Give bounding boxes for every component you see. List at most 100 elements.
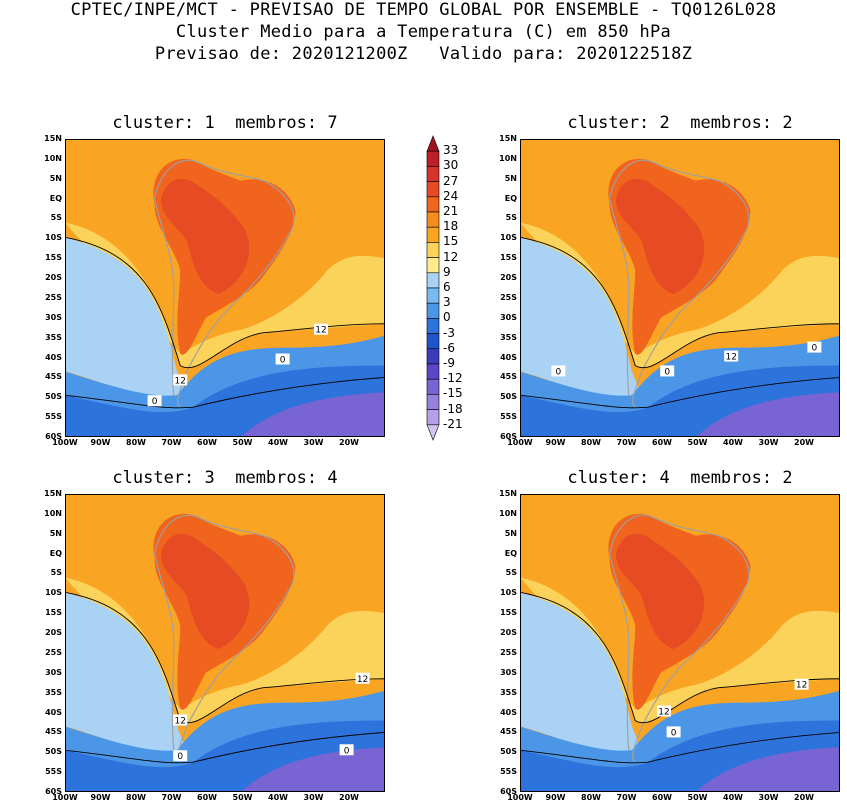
contour-label: 12 <box>658 708 669 718</box>
lat-tick-label: 55S <box>500 767 517 777</box>
lat-tick-label: 20S <box>500 628 517 638</box>
field-land-hotter <box>616 178 705 294</box>
lon-tick-label: 70W <box>616 793 637 802</box>
coastline <box>155 160 294 407</box>
map-frame <box>65 139 385 437</box>
lat-tick-label: 60S <box>45 432 62 441</box>
lon-tick-label: 70W <box>161 793 182 802</box>
colorbar-swatch <box>426 272 440 289</box>
lon-tick-label: 70W <box>161 438 182 447</box>
lat-tick-label: 60S <box>500 432 517 441</box>
figure-title: CPTEC/INPE/MCT - PREVISAO DE TEMPO GLOBA… <box>70 0 777 20</box>
figure-subtitle: Cluster Medio para a Temperatura (C) em … <box>175 22 672 42</box>
lat-tick-label: 50S <box>500 392 517 402</box>
lat-tick-label: 5N <box>49 173 62 183</box>
contour-label-bg <box>173 714 188 726</box>
field-cool <box>520 237 642 399</box>
panel-title-1: cluster: 1 membros: 7 <box>112 113 338 133</box>
lat-tick-label: 5S <box>50 213 62 223</box>
lat-tick-label: 15S <box>500 253 517 263</box>
colorbar-level-label: -15 <box>443 386 463 401</box>
contour-line <box>520 732 840 762</box>
map-frame <box>520 139 840 437</box>
colorbar-level-label: 0 <box>443 310 451 325</box>
lon-tick-label: 40W <box>268 793 288 802</box>
lat-tick-label: 10N <box>44 508 62 518</box>
contour-label: 12 <box>174 376 185 386</box>
contour-line <box>520 237 840 367</box>
lon-tick-label: 100W <box>52 793 78 802</box>
lon-tick-label: 60W <box>197 793 217 802</box>
colorbar-swatch <box>426 378 440 395</box>
lat-tick-label: 5S <box>505 213 517 223</box>
lon-tick-label: 90W <box>90 793 111 802</box>
lat-tick-label: EQ <box>504 193 517 203</box>
contour-label: 12 <box>357 675 368 685</box>
contour-label-bg <box>657 705 671 717</box>
lat-tick-label: 20S <box>45 628 62 638</box>
lat-tick-label: 5N <box>504 528 517 538</box>
lat-tick-label: 45S <box>500 372 517 382</box>
contour-label: 0 <box>556 367 562 377</box>
contour-label: 12 <box>174 716 185 726</box>
lon-tick-label: 100W <box>52 438 78 447</box>
lon-tick-label: 30W <box>758 438 779 447</box>
lon-tick-label: 100W <box>507 438 533 447</box>
contour-label-bg <box>339 744 354 756</box>
panel-title-3: cluster: 3 membros: 4 <box>112 468 338 488</box>
lat-tick-label: 5N <box>49 528 62 538</box>
colorbar-swatch <box>426 424 440 441</box>
coastline <box>155 515 294 762</box>
colorbar-level-label: -9 <box>443 356 455 370</box>
contour-line <box>65 592 385 722</box>
contour-label: 0 <box>671 728 677 738</box>
lat-tick-label: 10S <box>500 233 517 243</box>
colorbar-level-label: 15 <box>443 234 459 249</box>
lat-tick-label: 10N <box>499 508 517 518</box>
field-cool <box>65 237 187 399</box>
lat-tick-label: 15N <box>499 489 517 498</box>
lat-tick-label: 10S <box>500 588 517 598</box>
lon-tick-label: 60W <box>197 438 217 447</box>
colorbar-level-label: 30 <box>443 158 459 173</box>
lon-tick-label: 40W <box>268 438 288 447</box>
colorbar-swatch <box>426 211 440 228</box>
contour-line <box>520 592 840 722</box>
lat-tick-label: 5S <box>505 568 517 578</box>
field-coldest <box>241 392 385 437</box>
lon-tick-label: 50W <box>232 793 253 802</box>
colorbar-swatch <box>426 409 440 426</box>
lon-tick-label: 70W <box>616 438 637 447</box>
contour-label: 0 <box>280 356 286 366</box>
lat-tick-label: 15N <box>44 134 62 143</box>
lon-tick-label: 50W <box>687 438 708 447</box>
lat-tick-label: 15S <box>45 253 62 263</box>
colorbar-level-label: 12 <box>443 249 459 264</box>
colorbar-level-label: -18 <box>443 401 463 416</box>
colorbar-swatch <box>426 287 440 304</box>
map-frame <box>520 494 840 792</box>
lon-tick-label: 40W <box>723 438 743 447</box>
lat-tick-label: 30S <box>500 667 517 677</box>
lat-tick-label: 35S <box>500 687 517 697</box>
colorbar-level-label: 9 <box>443 264 451 279</box>
field-coldest <box>241 747 385 792</box>
lat-tick-label: 10S <box>45 588 62 598</box>
colorbar-level-label: 18 <box>443 219 459 234</box>
field-coldest <box>696 392 840 437</box>
contour-label: 0 <box>152 397 158 407</box>
lat-tick-label: 40S <box>500 352 517 362</box>
lat-tick-label: 20S <box>45 273 62 283</box>
map-panel-4: 12120 <box>520 494 840 792</box>
lon-tick-label: 90W <box>90 438 111 447</box>
lat-tick-label: 55S <box>500 412 517 422</box>
contour-label-bg <box>173 374 188 386</box>
contour-label-bg <box>355 672 370 684</box>
panel-title-2: cluster: 2 membros: 2 <box>567 113 793 133</box>
field-coldest <box>696 747 840 792</box>
lat-tick-label: 15N <box>44 489 62 498</box>
contour-label: 0 <box>812 344 818 354</box>
contour-line <box>65 377 385 407</box>
colorbar-swatch <box>426 150 440 167</box>
lon-tick-label: 20W <box>794 793 814 802</box>
